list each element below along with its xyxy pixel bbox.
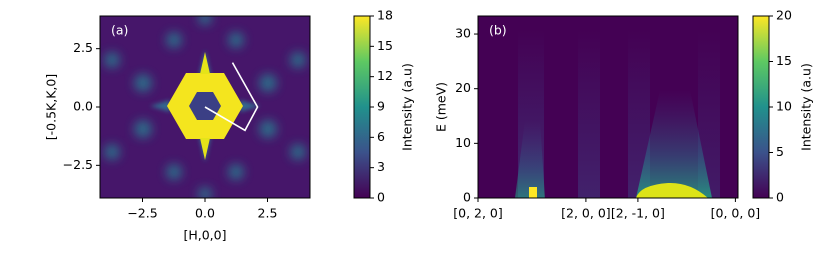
colorbar-label: Intensity (a.u): [799, 63, 814, 151]
colorbar-tick-label: 0: [377, 190, 385, 205]
x-tick-label: [2, 0, 0]: [561, 206, 611, 221]
heatmap-image: [100, 16, 310, 198]
colorbar: [353, 15, 371, 199]
colorbar-tick-label: 15: [377, 38, 393, 53]
heatmap-image: [478, 16, 738, 198]
colorbar-tick-label: 10: [776, 99, 792, 114]
colorbar-label: Intensity (a.u): [400, 63, 415, 151]
x-tick-label: −2.5: [127, 206, 157, 221]
colorbar-tick-label: 6: [377, 129, 385, 144]
x-axis-label: [H,0,0]: [183, 228, 226, 243]
x-tick-label: 0.0: [195, 206, 215, 221]
colorbar-tick-label: 20: [776, 8, 792, 23]
colorbar-tick-label: 18: [377, 8, 393, 23]
colorbar: [752, 15, 770, 199]
y-tick-label: −2.5: [63, 157, 93, 172]
y-tick-label: 10: [455, 135, 471, 150]
y-tick-label: 30: [455, 26, 471, 41]
y-axis-label: E (meV): [434, 82, 449, 132]
colorbar-tick-label: 12: [377, 68, 393, 83]
colorbar-tick-label: 0: [776, 190, 784, 205]
y-tick-label: 20: [455, 80, 471, 95]
x-tick-label: [0, 2, 0]: [453, 206, 503, 221]
panel-label: (a): [111, 23, 128, 38]
y-tick-label: 0: [463, 190, 471, 205]
x-tick-label: [2, -1, 0]: [611, 206, 665, 221]
colorbar-tick-label: 5: [776, 144, 784, 159]
x-tick-label: [0, 0, 0]: [711, 206, 761, 221]
x-tick-label: 2.5: [258, 206, 278, 221]
colorbar-tick-label: 15: [776, 53, 792, 68]
path-line: [204, 62, 259, 132]
y-tick-label: 0.0: [73, 99, 93, 114]
panel-label: (b): [489, 23, 507, 38]
colorbar-tick-label: 9: [377, 99, 385, 114]
plot-frame: [477, 15, 739, 199]
y-tick-label: 2.5: [73, 40, 93, 55]
colorbar-tick-label: 3: [377, 159, 385, 174]
y-axis-label: [-0.5K,K,0]: [44, 74, 59, 140]
